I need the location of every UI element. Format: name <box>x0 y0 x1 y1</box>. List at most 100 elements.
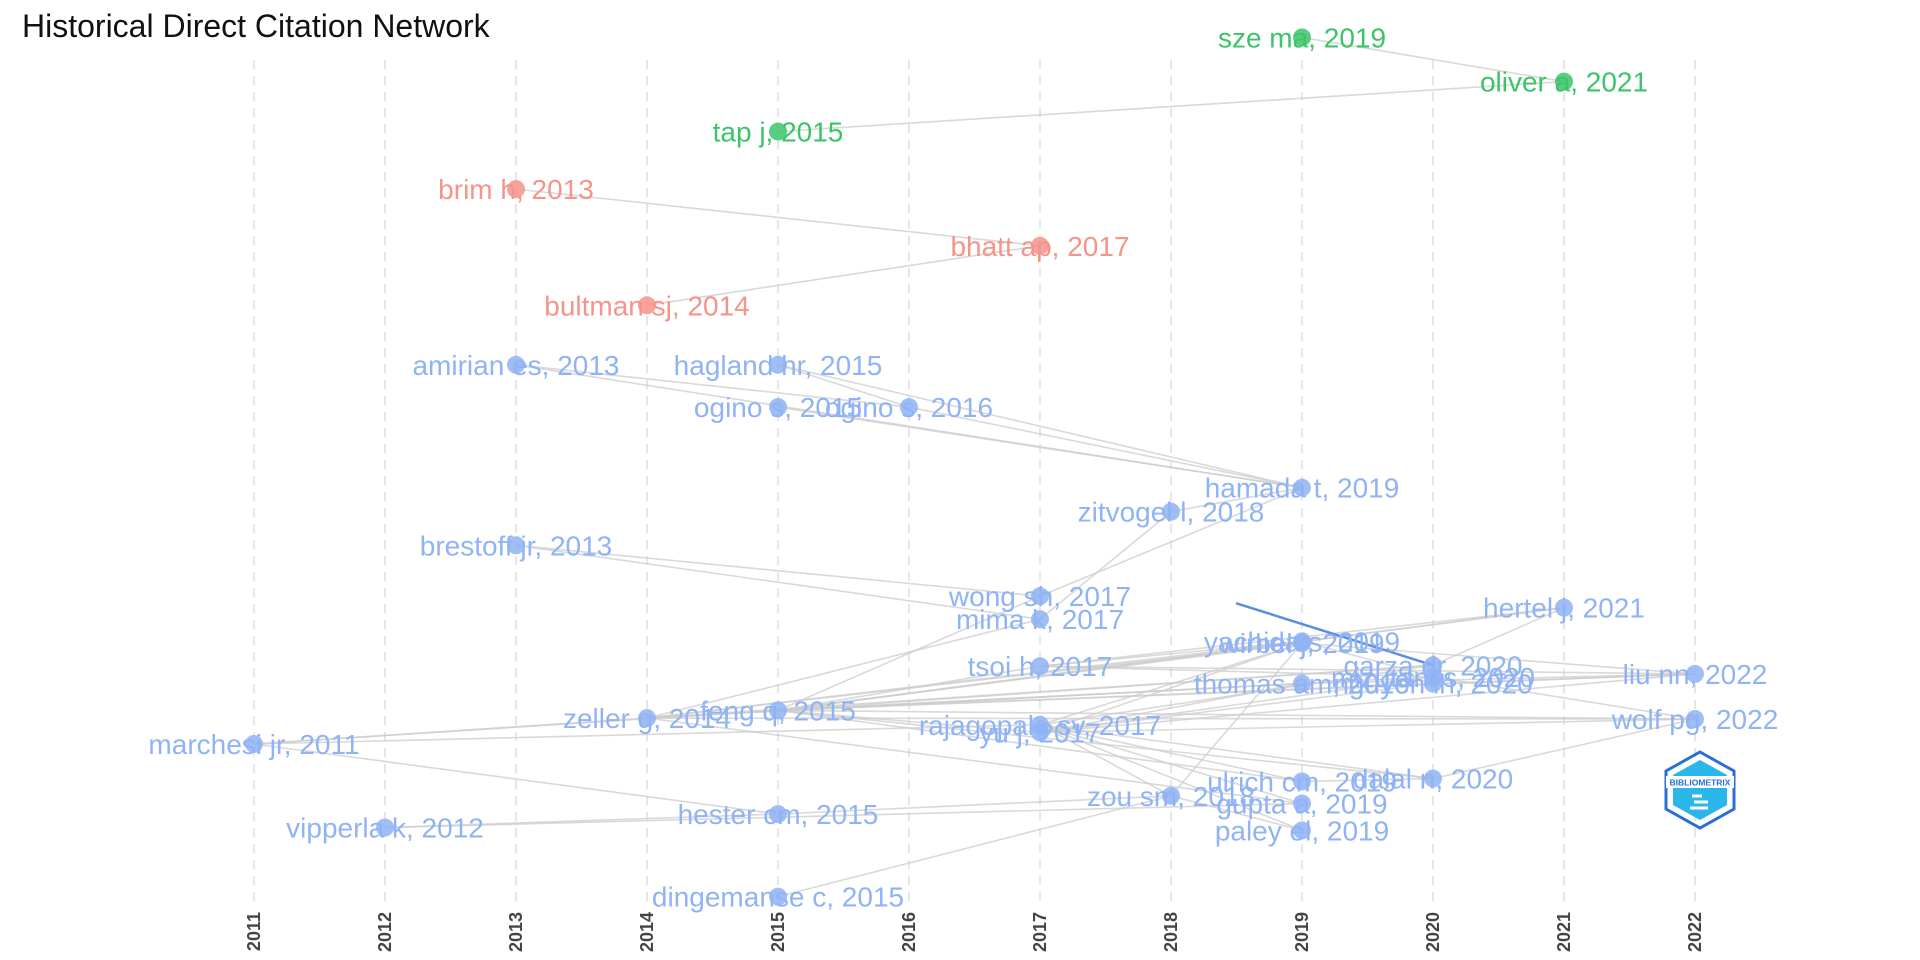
citation-edge <box>1432 606 1565 667</box>
citation-edge <box>1432 676 1696 720</box>
node-label-thomas_am_2019: thomas am, 2019 <box>1194 669 1410 700</box>
node-hertel_j_2021[interactable] <box>1555 598 1573 617</box>
citation-edge <box>1039 724 1172 797</box>
citation-edge <box>1432 718 1696 780</box>
logo-bars-icon <box>1690 794 1708 810</box>
node-tap_j_2015[interactable] <box>769 122 787 141</box>
node-wolf_pg_2022[interactable] <box>1686 710 1704 729</box>
citation-edge <box>1039 676 1434 734</box>
paper-labels: sze ma, 2019 oliver a, 2021 tap j, 2015 bri… <box>148 22 1778 912</box>
node-tsoi_h_2017[interactable] <box>1031 657 1049 676</box>
citation-edge <box>1039 724 1434 780</box>
node-label-tsoi_h_2017: tsoi h, 2017 <box>968 651 1113 682</box>
node-sze_ma_2019[interactable] <box>1293 28 1311 47</box>
citation-edge <box>384 802 1303 829</box>
node-label-hamada_t_2019: hamada t, 2019 <box>1205 473 1400 504</box>
node-paley_el_2019[interactable] <box>1293 821 1311 840</box>
node-label-oliver_a_2021: oliver a, 2021 <box>1480 67 1648 98</box>
node-dalal_n_2020[interactable] <box>1424 769 1442 788</box>
logo-text: BIBLIOMETRIX <box>1670 778 1731 788</box>
year-tick-label: 2016 <box>899 912 919 952</box>
node-zitvogel_l_2018[interactable] <box>1162 502 1180 521</box>
citation-edge <box>1170 642 1303 797</box>
node-label-garza_dr_2020: garza dr, 2020 <box>1343 650 1522 681</box>
node-ogino_s_2015[interactable] <box>769 398 787 417</box>
paper-nodes <box>245 28 1704 906</box>
citation-edge <box>646 244 1041 307</box>
node-liu_nn_2022[interactable] <box>1686 664 1704 683</box>
node-bultman_sj_2014[interactable] <box>638 296 656 315</box>
year-axis: 2011 2012 2013 2014 2015 2016 2017 2018 2019 2020… <box>244 912 1705 952</box>
citation-edge <box>1432 673 1696 685</box>
citation-edge <box>777 364 1303 489</box>
node-brestoff_jr_2013[interactable] <box>507 536 525 555</box>
node-label-hertel_j_2021: hertel j, 2021 <box>1483 593 1645 624</box>
citation-edge <box>1039 486 1303 597</box>
node-feng_q_2015[interactable] <box>769 701 787 720</box>
node-label-hagland_hr_2015: hagland hr, 2015 <box>674 350 883 381</box>
year-tick-label: 2017 <box>1030 912 1050 952</box>
node-label-gupta_a_2019: gupta a, 2019 <box>1216 789 1387 820</box>
node-oliver_a_2021[interactable] <box>1555 72 1573 91</box>
citation-edge <box>1039 511 1172 620</box>
node-label-bultman_sj_2014: bultman sj, 2014 <box>544 290 749 321</box>
node-vipperla_k_2012[interactable] <box>376 818 394 837</box>
node-label-yachida_s_2019: yachida s, 2019 <box>1204 626 1400 657</box>
node-ogino_s_2016[interactable] <box>900 398 918 417</box>
citation-edge <box>646 640 1303 719</box>
citation-edge <box>777 709 1303 783</box>
node-hester_cm_2015[interactable] <box>769 805 787 824</box>
year-tick-label: 2019 <box>1292 912 1312 952</box>
citation-edge <box>1039 724 1303 805</box>
node-yachida_s_2019[interactable] <box>1293 632 1311 651</box>
node-label-mizutani_s_2020: mizutani s, 2020 <box>1331 662 1535 693</box>
citation-edge <box>777 595 1041 712</box>
citation-edge <box>777 795 1172 815</box>
node-mizutani_s_2020[interactable] <box>1424 667 1442 686</box>
citation-edge <box>777 406 1303 489</box>
node-marchesi_jr_2011[interactable] <box>245 735 263 753</box>
year-tick-label: 2014 <box>637 912 657 952</box>
node-zeller_g_2014[interactable] <box>638 709 656 728</box>
citation-edge <box>1039 665 1434 678</box>
node-label-zeller_g_2014: zeller g, 2014 <box>563 703 731 734</box>
citation-edge <box>1039 682 1303 734</box>
citation-edge <box>1301 36 1565 83</box>
citation-edge <box>253 743 779 815</box>
citation-edge <box>1301 640 1434 678</box>
node-gupta_a_2019[interactable] <box>1293 794 1311 813</box>
citation-edge <box>777 364 910 408</box>
node-wong_sh_2017[interactable] <box>1031 587 1049 606</box>
citation-edge <box>1039 642 1303 726</box>
node-ulrich_cm_2019[interactable] <box>1293 772 1311 791</box>
node-thomas_am_2019[interactable] <box>1293 674 1311 693</box>
citation-edge <box>1301 642 1696 675</box>
node-dingemanse_c_2015[interactable] <box>769 887 787 906</box>
node-hamada_t_2019[interactable] <box>1293 478 1311 497</box>
node-label-amirian_es_2013: amirian es, 2013 <box>412 350 619 381</box>
node-mima_k_2017[interactable] <box>1031 610 1049 629</box>
node-bhatt_ap_2017[interactable] <box>1031 236 1049 255</box>
node-label-tap_j_2015: tap j, 2015 <box>713 117 844 148</box>
citation-edge <box>777 665 1041 712</box>
citation-edge <box>515 188 1041 247</box>
chart-title: Historical Direct Citation Network <box>22 8 490 44</box>
node-amirian_es_2013[interactable] <box>507 355 525 374</box>
node-label-ogino_s_2016: ogino s, 2016 <box>825 392 993 423</box>
node-hagland_hr_2015[interactable] <box>769 355 787 374</box>
node-yu_j_2017[interactable] <box>1031 723 1049 742</box>
bibliometrix-logo: BIBLIOMETRIX <box>1664 750 1736 830</box>
citation-edge <box>1039 718 1696 734</box>
node-label-wirbel_j_2019: wirbel j, 2019 <box>1219 628 1385 659</box>
citation-edge <box>646 717 1696 720</box>
citation-edge <box>515 544 1041 620</box>
logo-hexagon-inner <box>1673 760 1727 820</box>
node-brim_h_2013[interactable] <box>507 180 525 199</box>
node-label-dingemanse_c_2015: dingemanse c, 2015 <box>652 882 904 913</box>
year-tick-label: 2018 <box>1161 912 1181 952</box>
year-tick-label: 2020 <box>1423 912 1443 952</box>
citation-edge <box>777 709 1041 734</box>
node-zou_sm_2018[interactable] <box>1162 786 1180 805</box>
node-label-zou_sm_2018: zou sm, 2018 <box>1087 781 1255 812</box>
